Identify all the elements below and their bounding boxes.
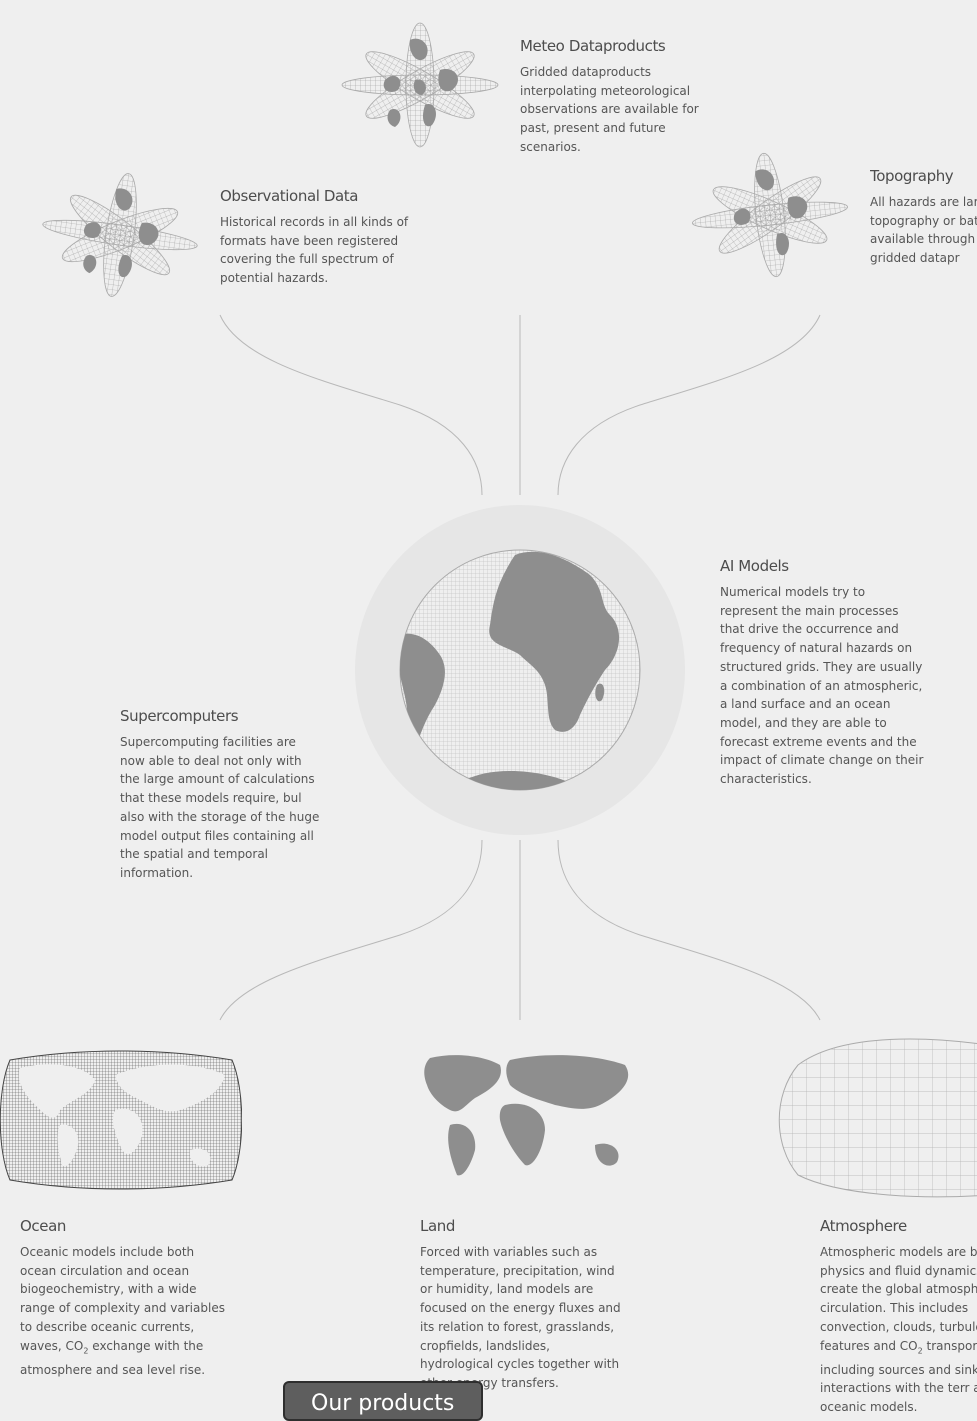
ocean-block: Ocean Oceanic models include both ocean … bbox=[20, 1217, 225, 1379]
observational-block: Observational Data Historical records in… bbox=[220, 187, 410, 288]
ocean-desc-subscript: 2 bbox=[83, 1345, 89, 1355]
land-block: Land Forced with variables such as tempe… bbox=[420, 1217, 625, 1393]
interrupted-globe-icon bbox=[692, 152, 848, 278]
land-description: Forced with variables such as temperatur… bbox=[420, 1245, 621, 1390]
meteo-title: Meteo Dataproducts bbox=[520, 37, 666, 55]
land-title: Land bbox=[420, 1217, 455, 1235]
ai-models-block: AI Models Numerical models try to repres… bbox=[720, 557, 925, 789]
connector-ocean bbox=[219, 839, 483, 1021]
connector-topography bbox=[557, 314, 821, 496]
ai-models-description: Numerical models try to represent the ma… bbox=[720, 585, 924, 787]
supercomputers-block: Supercomputers Supercomputing facilities… bbox=[120, 707, 320, 883]
topography-description: All hazards are large topography or bath… bbox=[870, 195, 977, 266]
atmosphere-grid-icon bbox=[778, 1038, 977, 1198]
atmosphere-block: Atmosphere Atmospheric models are bas ph… bbox=[820, 1217, 977, 1417]
supercomputers-title: Supercomputers bbox=[120, 707, 239, 725]
ocean-title: Ocean bbox=[20, 1217, 66, 1235]
atmosphere-description: Atmospheric models are bas physics and f… bbox=[820, 1243, 977, 1417]
interrupted-globe-icon bbox=[341, 22, 499, 148]
land-world-map-icon bbox=[424, 1055, 629, 1176]
interrupted-globe-icon bbox=[42, 173, 198, 297]
ocean-description: Oceanic models include both ocean circul… bbox=[20, 1243, 225, 1379]
topography-block: Topography All hazards are large topogra… bbox=[870, 167, 977, 268]
connector-atmosphere bbox=[557, 839, 821, 1021]
connector-observational bbox=[219, 314, 483, 496]
our-products-button[interactable]: Our products bbox=[283, 1381, 483, 1421]
ai-models-title: AI Models bbox=[720, 557, 789, 575]
observational-title: Observational Data bbox=[220, 187, 359, 205]
ocean-world-map-icon bbox=[0, 1050, 242, 1190]
meteo-block: Meteo Dataproducts Gridded dataproducts … bbox=[520, 37, 730, 157]
atmosphere-title: Atmosphere bbox=[820, 1217, 907, 1235]
atmosphere-desc-part-a: Atmospheric models are bas physics and f… bbox=[820, 1245, 977, 1353]
atmosphere-desc-subscript: 2 bbox=[917, 1345, 923, 1355]
ocean-desc-part-a: Oceanic models include both ocean circul… bbox=[20, 1245, 225, 1353]
earth-globe-icon bbox=[355, 505, 685, 835]
ocean-desc-part-b: exchange with the atmosphere and sea lev… bbox=[20, 1338, 206, 1377]
supercomputers-description: Supercomputing facilities are now able t… bbox=[120, 735, 320, 880]
observational-description: Historical records in all kinds of forma… bbox=[220, 215, 409, 286]
topography-title: Topography bbox=[870, 167, 954, 185]
meteo-description: Gridded dataproducts interpolating meteo… bbox=[520, 65, 699, 154]
